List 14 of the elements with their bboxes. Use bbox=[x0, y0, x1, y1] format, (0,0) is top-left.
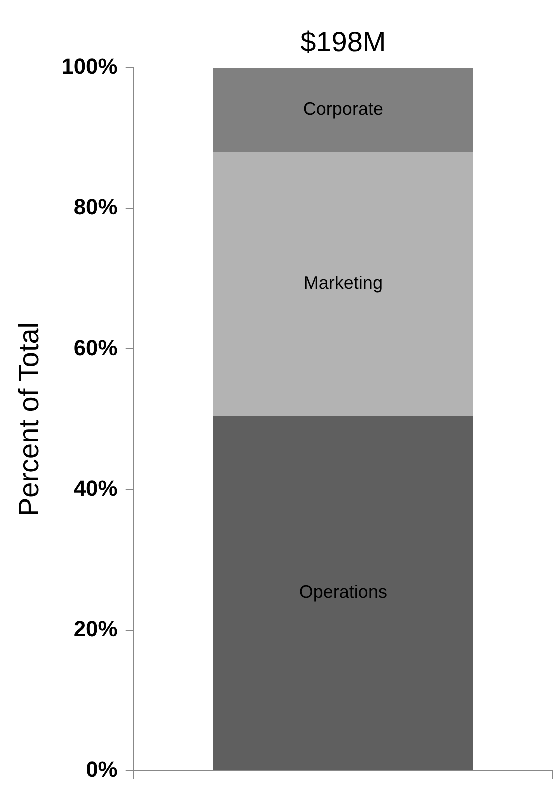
text: $198M bbox=[300, 26, 386, 58]
y-tick-label: 40% bbox=[74, 476, 118, 501]
series-label: Marketing bbox=[304, 273, 383, 294]
y-tick-label: 100% bbox=[62, 54, 118, 80]
y-tick-label: 80% bbox=[74, 194, 118, 220]
bar bbox=[214, 152, 474, 416]
bar bbox=[214, 68, 474, 152]
series-label: Corporate bbox=[303, 99, 384, 120]
y-axis-title: Percent of Total bbox=[14, 322, 45, 517]
bar bbox=[214, 416, 474, 770]
y-tick-label: 60% bbox=[74, 335, 118, 360]
series-label: Operations bbox=[299, 582, 388, 602]
y-tick-label: 20% bbox=[74, 616, 118, 642]
y-tick-label: 0% bbox=[86, 757, 118, 782]
